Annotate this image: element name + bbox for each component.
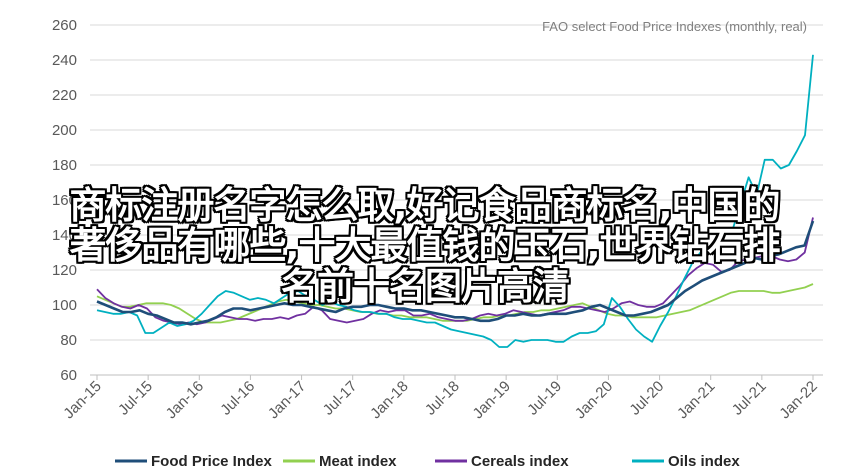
y-tick-label: 60: [60, 367, 77, 384]
legend-label: Meat index: [319, 453, 397, 470]
y-axis: 60 80 100 120 140 160 180 200 220 240 260: [52, 17, 77, 384]
legend: Food Price Index Meat index Cereals index O…: [115, 453, 740, 470]
x-tick-label: Jul-17: [320, 378, 361, 419]
overlay-caption-line-2: 著侈品有哪些,十大最值钱的玉石,世界钻石排: [69, 224, 780, 267]
series-line-food-price-index: [96, 220, 815, 326]
x-axis: Jan-15 Jul-15 Jan-16 Jul-16 Jan-17 Jul-17 Jan-…: [60, 374, 823, 422]
x-tick-label: Jul-18: [422, 378, 463, 419]
y-tick-label: 240: [52, 52, 77, 69]
overlay-caption-line-3: 名前十名图片高清: [281, 265, 570, 308]
y-tick-label: 220: [52, 87, 77, 104]
y-tick-label: 260: [52, 17, 77, 34]
x-tick-label: Jan-17: [265, 378, 309, 422]
x-tick-label: Jan-16: [163, 378, 207, 422]
x-tick-label: Jul-15: [115, 378, 156, 419]
grid-lines: [90, 24, 823, 376]
legend-label: Oils index: [668, 453, 740, 470]
x-tick-label: Jul-20: [626, 378, 667, 419]
x-tick-label: Jan-21: [674, 378, 718, 422]
y-tick-label: 180: [52, 157, 77, 174]
y-tick-label: 80: [60, 332, 77, 349]
y-tick-label: 160: [52, 192, 77, 209]
y-tick-label: 140: [52, 227, 77, 244]
x-tick-label: Jan-22: [776, 378, 820, 422]
series-line-oils-index: [96, 54, 814, 348]
chart-title: FAO select Food Price Indexes (monthly, …: [542, 19, 807, 34]
x-tick-label: Jan-19: [470, 378, 514, 422]
legend-label: Cereals index: [471, 453, 569, 470]
legend-label: Food Price Index: [151, 453, 273, 470]
series-lines: [96, 54, 815, 348]
x-tick-label: Jul-16: [217, 378, 258, 419]
x-tick-label: Jan-18: [367, 378, 411, 422]
y-tick-label: 100: [52, 297, 77, 314]
overlay-caption-line-1: 商标注册名字怎么取,好记食品商标名,中国的: [69, 184, 780, 227]
y-tick-label: 120: [52, 262, 77, 279]
x-tick-label: Jan-15: [60, 378, 104, 422]
x-tick-label: Jul-19: [524, 378, 565, 419]
x-tick-label: Jul-21: [729, 378, 770, 419]
x-tick-label: Jan-20: [572, 378, 616, 422]
y-tick-label: 200: [52, 122, 77, 139]
